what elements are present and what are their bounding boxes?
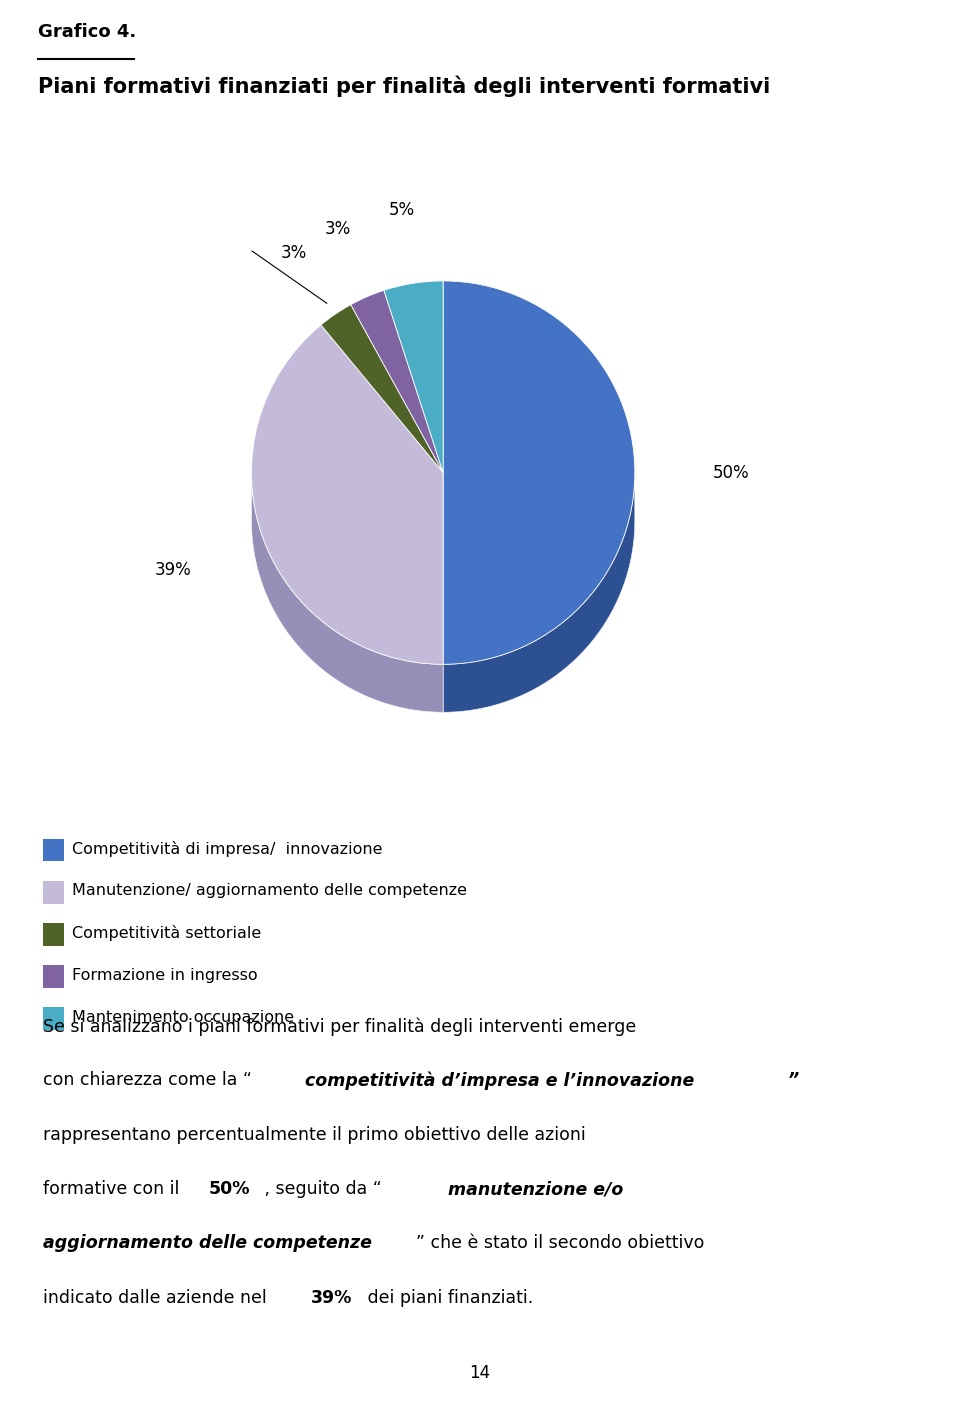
Text: rappresentano percentualmente il primo obiettivo delle azioni: rappresentano percentualmente il primo o…	[43, 1125, 586, 1143]
Text: 50%: 50%	[712, 463, 749, 481]
Text: competitività d’impresa e l’innovazione: competitività d’impresa e l’innovazione	[304, 1072, 694, 1090]
Text: Competitività di impresa/  innovazione: Competitività di impresa/ innovazione	[72, 840, 382, 857]
Text: Se si analizzano i piani formativi per finalità degli interventi emerge: Se si analizzano i piani formativi per f…	[43, 1017, 636, 1035]
Text: 39%: 39%	[155, 561, 191, 579]
Text: 50%: 50%	[208, 1180, 250, 1198]
Text: 14: 14	[469, 1364, 491, 1382]
Wedge shape	[321, 304, 444, 473]
Text: Formazione in ingresso: Formazione in ingresso	[72, 968, 257, 982]
Text: Manutenzione/ aggiornamento delle competenze: Manutenzione/ aggiornamento delle compet…	[72, 884, 467, 898]
Text: indicato dalle aziende nel: indicato dalle aziende nel	[43, 1289, 273, 1306]
Text: Competitività settoriale: Competitività settoriale	[72, 925, 261, 941]
Text: ” che è stato il secondo obiettivo: ” che è stato il secondo obiettivo	[417, 1235, 705, 1253]
Text: , seguito da “: , seguito da “	[259, 1180, 382, 1198]
Wedge shape	[384, 328, 444, 521]
Wedge shape	[252, 373, 444, 713]
Text: 5%: 5%	[389, 202, 415, 219]
Text: aggiornamento delle competenze: aggiornamento delle competenze	[43, 1235, 372, 1253]
Wedge shape	[252, 325, 444, 664]
Text: 3%: 3%	[324, 220, 350, 239]
Text: 39%: 39%	[311, 1289, 352, 1306]
Text: dei piani finanziati.: dei piani finanziati.	[362, 1289, 533, 1306]
Text: Grafico 4.: Grafico 4.	[38, 24, 136, 41]
Wedge shape	[384, 281, 444, 473]
Text: Mantenimento occupazione: Mantenimento occupazione	[72, 1010, 294, 1024]
Text: con chiarezza come la “: con chiarezza come la “	[43, 1072, 252, 1090]
Wedge shape	[350, 290, 444, 473]
Text: formative con il: formative con il	[43, 1180, 185, 1198]
Text: Piani formativi finanziati per finalità degli interventi formativi: Piani formativi finanziati per finalità …	[38, 76, 771, 97]
Text: 3%: 3%	[281, 244, 307, 262]
Polygon shape	[444, 474, 635, 713]
Wedge shape	[444, 281, 635, 664]
Wedge shape	[444, 328, 635, 713]
Wedge shape	[321, 352, 444, 521]
Wedge shape	[350, 338, 444, 521]
Text: ”: ”	[788, 1072, 799, 1090]
Text: manutenzione e/o: manutenzione e/o	[447, 1180, 623, 1198]
Polygon shape	[252, 474, 444, 713]
